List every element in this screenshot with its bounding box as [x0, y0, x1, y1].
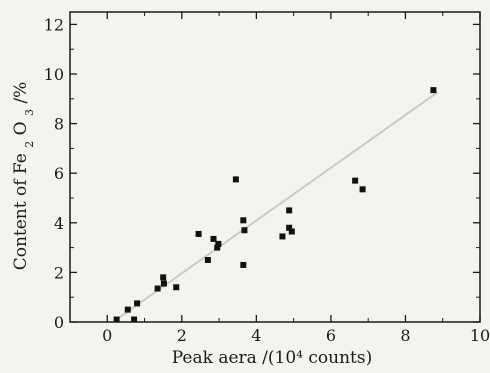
y-axis-label-main: Content of Fe [11, 153, 31, 270]
y-axis-label-mid: O [11, 121, 31, 135]
axes-layer [69, 11, 481, 323]
y-tick-label-2: 2 [54, 263, 64, 282]
data-point-1 [113, 316, 120, 323]
data-point-24 [430, 87, 437, 94]
data-point-5 [154, 285, 161, 292]
data-point-22 [352, 177, 359, 184]
data-point-23 [359, 186, 366, 193]
y-axis-label: Content of Fe 2 O 3 /% [11, 82, 36, 271]
data-point-21 [288, 228, 295, 235]
y-tick-label-6: 6 [54, 164, 64, 183]
x-tick-label-4: 4 [251, 326, 261, 345]
points-layer [113, 87, 437, 323]
fit-line [114, 91, 438, 322]
data-point-18 [279, 233, 286, 240]
plot-frame [69, 11, 481, 323]
ticks-layer: 0 2 4 6 8 10 0 2 4 6 8 10 12 [44, 12, 490, 345]
data-point-14 [232, 176, 239, 183]
data-point-10 [204, 257, 211, 263]
x-tick-label-6: 6 [326, 326, 336, 345]
data-point-16 [241, 227, 248, 234]
data-point-8 [173, 284, 180, 291]
data-point-15 [240, 217, 247, 224]
data-point-17 [240, 261, 247, 268]
data-point-19 [286, 207, 293, 214]
data-point-13 [215, 240, 222, 247]
data-point-20 [286, 224, 293, 231]
data-point-2 [124, 306, 131, 313]
y-tick-label-10: 10 [44, 65, 64, 84]
x-axis-label: Peak aera /(10⁴ counts) [172, 348, 373, 368]
data-point-6 [160, 274, 167, 281]
y-tick-label-12: 12 [44, 15, 64, 34]
data-point-12 [214, 244, 221, 251]
y-axis-label-sub2: 2 [23, 141, 36, 148]
x-tick-label-2: 2 [177, 326, 187, 345]
x-tick-label-10: 10 [470, 326, 490, 345]
data-point-3 [131, 316, 138, 323]
fit-line-layer [114, 91, 438, 322]
y-axis-label-tail: /% [11, 82, 31, 104]
x-tick-label-8: 8 [400, 326, 410, 345]
x-tick-label-0: 0 [102, 326, 112, 345]
y-tick-label-4: 4 [54, 214, 64, 233]
data-point-4 [134, 300, 141, 307]
data-point-11 [210, 235, 217, 242]
data-point-7 [160, 280, 167, 287]
data-point-9 [195, 230, 202, 237]
y-tick-label-0: 0 [54, 313, 64, 332]
y-tick-label-8: 8 [54, 115, 64, 134]
y-axis-label-sub3: 3 [23, 109, 36, 116]
